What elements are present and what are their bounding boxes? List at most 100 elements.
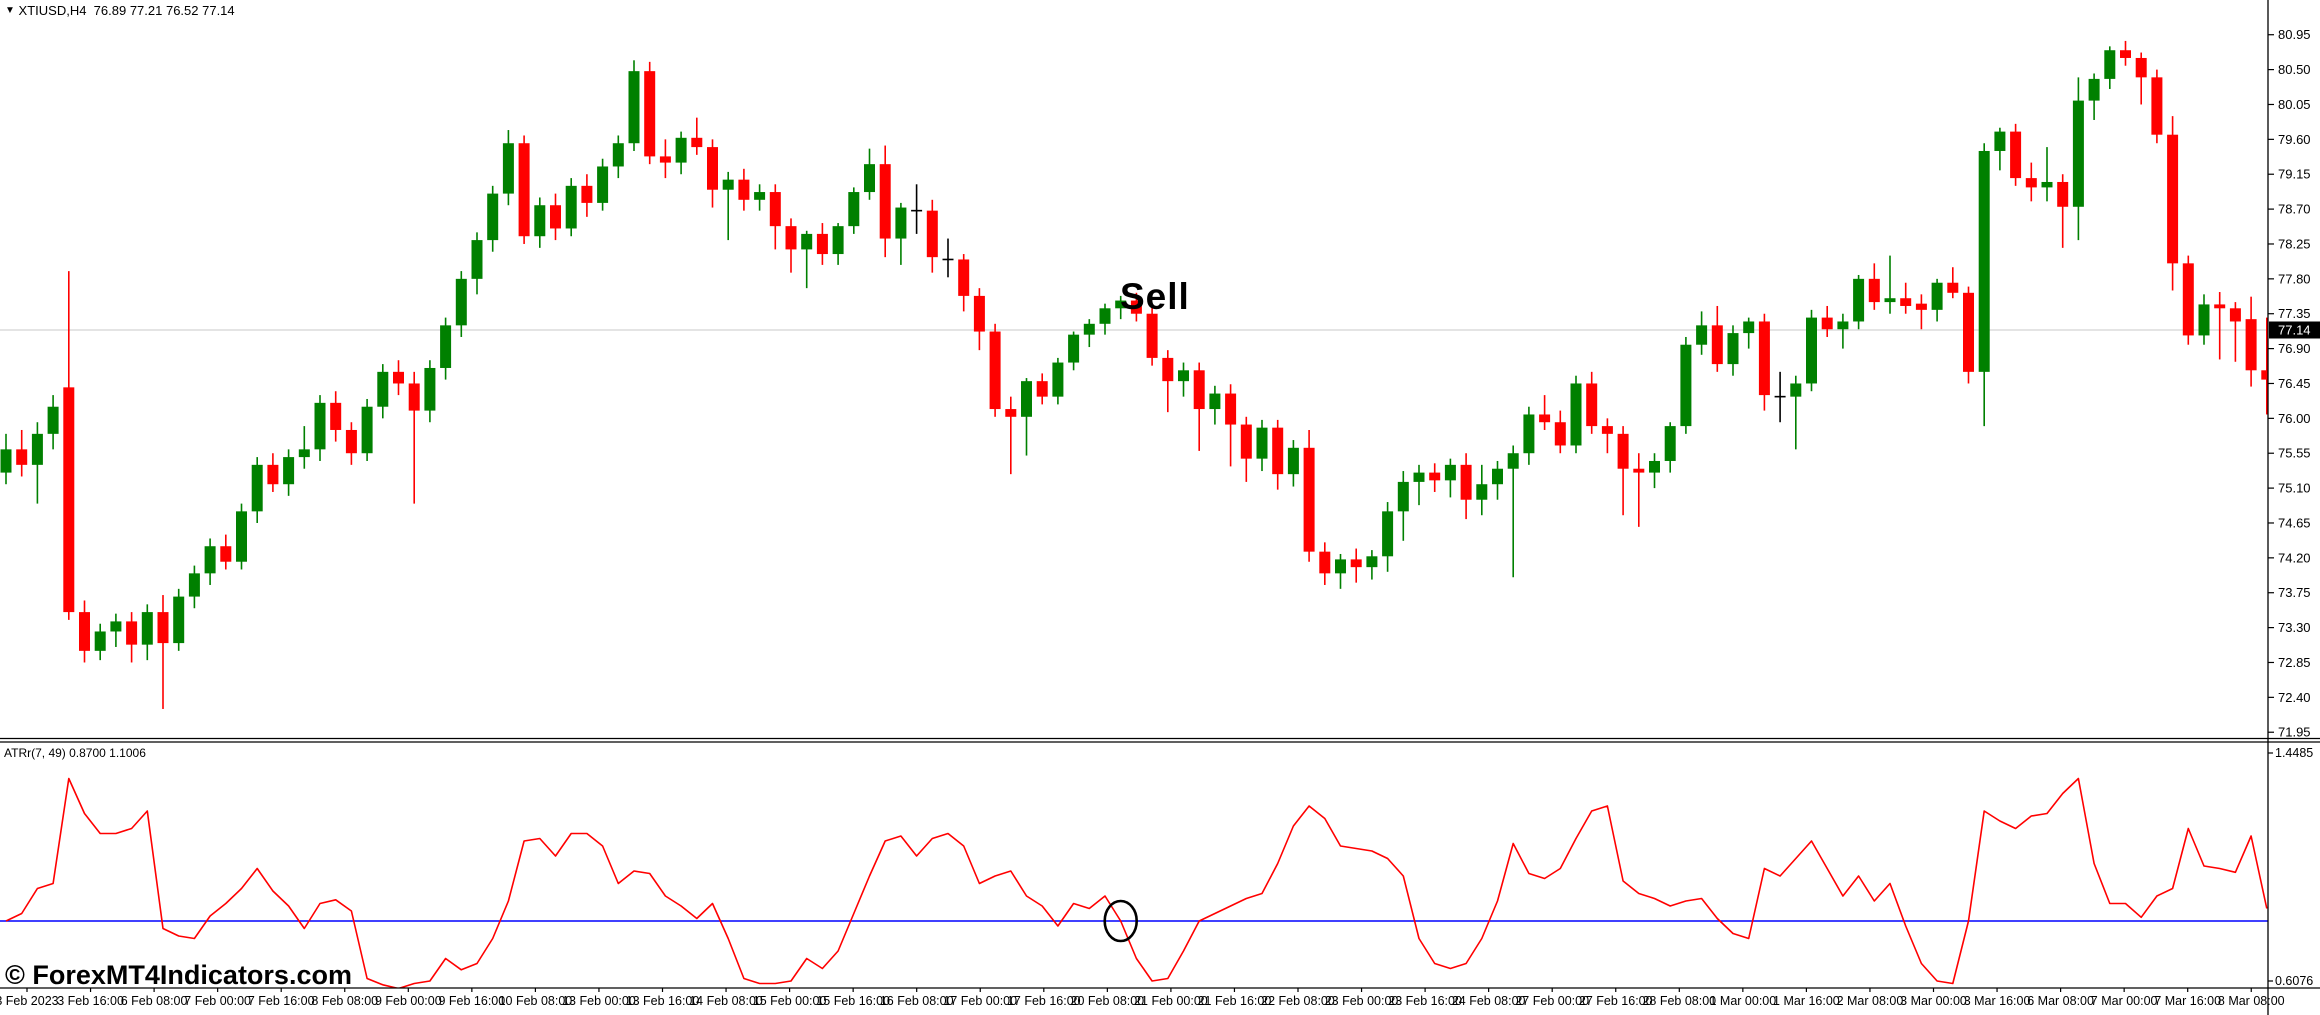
candle-body [1915,303,1927,310]
candle [926,199,938,273]
candle-body [63,387,75,613]
candle [973,288,985,351]
candle-body [644,71,656,157]
price-axis-label: 77.35 [2278,306,2311,321]
candle-body [1601,426,1613,434]
candle [2025,162,2037,202]
candle-body [173,596,185,644]
time-axis-label: 15 Feb 16:00 [816,994,890,1008]
candle [1303,429,1315,562]
candle-body [864,164,875,193]
price-axis-label: 75.55 [2278,446,2311,461]
time-axis-label: 9 Feb 00:00 [375,994,442,1008]
candle [1900,282,1912,314]
candle [612,135,624,179]
candle-body [1507,453,1519,469]
time-axis-label: 7 Feb 00:00 [184,994,251,1008]
candle-body [534,205,546,237]
candle [2167,116,2179,291]
candle-body [1130,300,1142,314]
candle [1005,396,1017,475]
candle-body [565,185,577,229]
time-axis-label: 28 Feb 08:00 [1642,994,1716,1008]
candle-body [801,233,813,250]
candle-body [2261,370,2268,380]
candle [487,185,499,252]
price-axis-label: 78.25 [2278,236,2311,251]
time-axis-label: 8 Feb 08:00 [311,994,378,1008]
candle-body [1947,282,1959,293]
candle-body [1743,321,1755,334]
candle [911,184,923,234]
time-axis-label: 24 Feb 08:00 [1452,994,1526,1008]
candle-body [1397,481,1409,512]
candle [455,271,467,337]
candle [1193,362,1205,451]
candle-body [1680,344,1692,427]
candle-body [31,433,43,465]
candle [738,168,750,211]
candle [1413,464,1425,506]
candle-body [298,449,310,458]
candle [2214,292,2226,360]
time-axis-label: 2 Mar 08:00 [1837,994,1904,1008]
candle [1178,362,1189,397]
time-axis-label: 3 Feb 16:00 [57,994,124,1008]
candle [0,433,12,485]
candle-body [1178,370,1189,382]
candle-body [1287,447,1299,475]
candle-body [424,367,436,411]
candle-body [691,137,703,148]
candle-body [895,207,907,239]
candle-body [1303,447,1315,552]
current-price-label: 77.14 [2278,323,2311,338]
candle-body [1758,321,1770,396]
candle [1225,384,1237,467]
main-chart-area[interactable] [0,40,2272,709]
candle [1664,422,1676,473]
candle-body [1492,468,1503,485]
candle [2182,255,2194,345]
candle-body [2088,78,2100,101]
candle-body [1382,511,1394,557]
candle [1287,440,1299,487]
price-axis-label: 80.50 [2278,62,2311,77]
candle [942,238,954,278]
sell-annotation: Sell [1120,276,1190,317]
candle [1146,305,1158,366]
candle-body [1523,414,1535,454]
chevron-down-icon[interactable]: ▼ [5,5,15,16]
price-axis-label: 78.70 [2278,202,2311,217]
candle-body [1099,308,1111,324]
candle [393,360,404,396]
candle-body [471,240,483,279]
candle [1586,371,1598,434]
candle [754,184,766,211]
candle [1130,292,1142,322]
candle [2010,123,2022,186]
candle-body [1476,484,1488,500]
candle [644,61,656,165]
candle [659,139,671,179]
candle-body [1790,383,1802,397]
atr-indicator-area[interactable] [0,777,2268,989]
candle [471,232,483,295]
candle [47,395,59,450]
candle [1350,548,1362,583]
candle-body [2025,178,2037,188]
candle-body [1052,362,1064,397]
candle-body [141,612,153,645]
candle-body [2198,304,2210,336]
candle [2245,296,2257,387]
candle [204,538,216,585]
candle [691,117,703,155]
candle [1947,267,1959,299]
candle-body [1978,150,1990,372]
candle [440,317,452,380]
time-axis-label: 7 Mar 16:00 [2154,994,2221,1008]
candle-body [2151,77,2163,135]
candle-body [1319,551,1331,574]
candle-body [958,259,970,296]
candle-body [1727,333,1739,365]
